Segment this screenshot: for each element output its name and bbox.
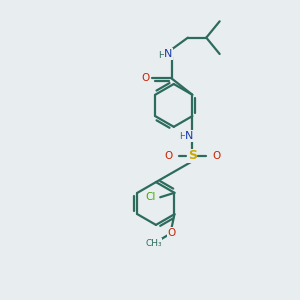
Text: H: H [179, 131, 186, 140]
Text: O: O [212, 151, 220, 161]
Text: Cl: Cl [146, 192, 156, 202]
Text: O: O [142, 74, 150, 83]
Text: H: H [159, 51, 165, 60]
Text: N: N [164, 49, 173, 59]
Text: O: O [167, 228, 175, 238]
Text: O: O [164, 151, 173, 161]
Text: N: N [185, 131, 194, 141]
Text: S: S [188, 149, 197, 162]
Text: CH₃: CH₃ [146, 238, 162, 247]
